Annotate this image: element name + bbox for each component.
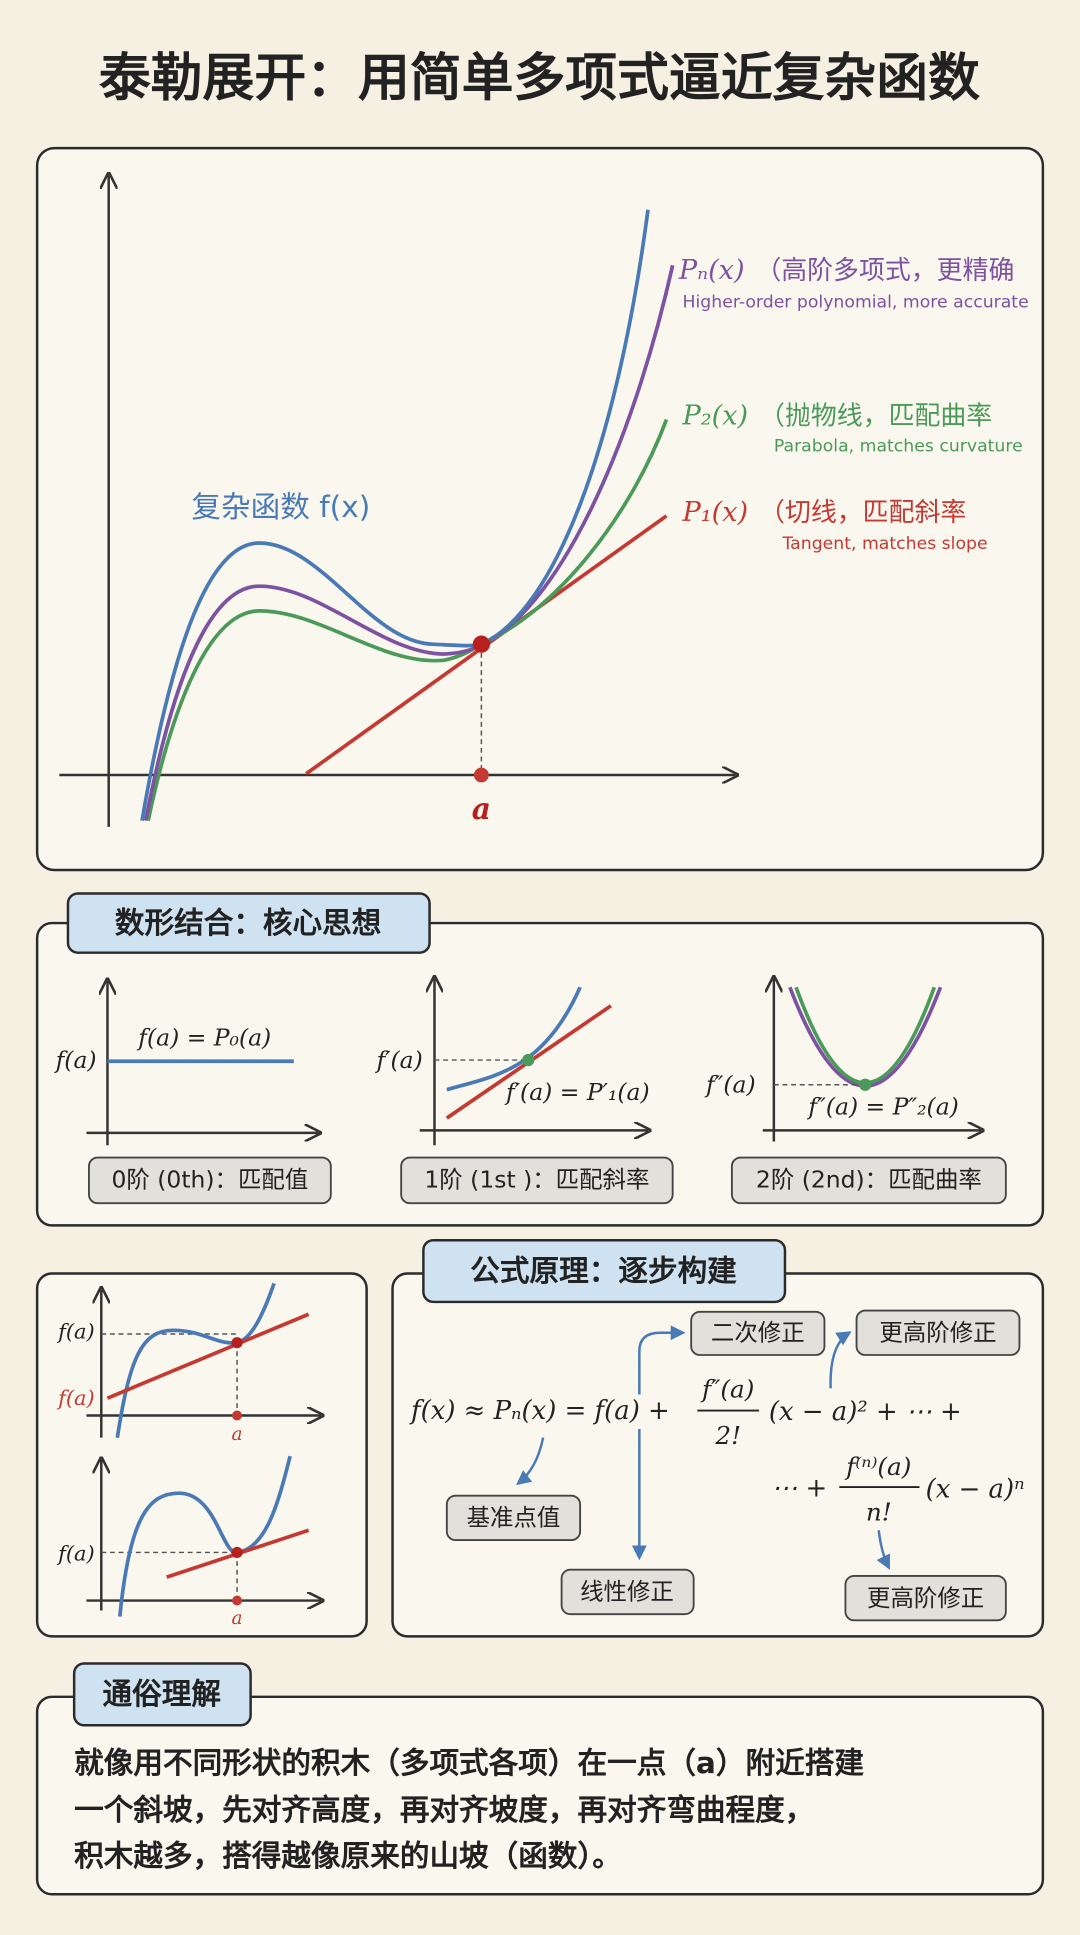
section-title: 通俗理解 (103, 1677, 221, 1711)
y-label: f(a) (56, 1541, 95, 1565)
y-label: f′(a) (374, 1046, 422, 1074)
examples-panel (35, 1272, 368, 1638)
point-label: a (472, 791, 491, 826)
function-curve (117, 1455, 292, 1617)
formula-text: f⁽ⁿ⁾(a) (844, 1452, 911, 1481)
formula-text: ⋯ + (771, 1474, 827, 1504)
section-title: 公式原理：逐步构建 (470, 1254, 737, 1288)
formula-text: (x − a)² + ⋯ + (769, 1397, 962, 1427)
curve-label-en: Tangent, matches slope (781, 534, 987, 554)
point (232, 1595, 242, 1606)
annotation: 更高阶修正 (867, 1584, 984, 1612)
annotation: 基准点值 (467, 1504, 561, 1532)
equation: f′(a) = P′₁(a) (504, 1078, 650, 1106)
title: 泰勒展开：用简单多项式逼近复杂函数 (99, 48, 980, 108)
formula-text: n! (866, 1498, 892, 1527)
point (522, 1053, 535, 1067)
point (231, 1546, 243, 1558)
annotation-box (690, 1310, 826, 1356)
plain-panel (35, 1695, 1045, 1896)
curve-label-en: Parabola, matches curvature (774, 437, 1023, 457)
body-line: 一个斜坡，先对齐高度，再对齐坡度，再对齐弯曲程度， (74, 1793, 814, 1827)
y-label: f(a) (54, 1046, 97, 1074)
x-label: a (232, 1424, 243, 1445)
formula-text: f″(a) (700, 1374, 754, 1403)
curve-name: P₂(x) (682, 401, 749, 432)
y-label: f(a) (56, 1386, 95, 1410)
tangent-line (106, 1312, 310, 1400)
body-line: 积木越多，搭得越像原来的山坡（函数）。 (74, 1839, 622, 1873)
annotation: 线性修正 (580, 1578, 674, 1606)
section-tab (72, 1662, 252, 1727)
function-curve (140, 209, 650, 821)
curve-label: （切线，匹配斜率 (759, 498, 966, 528)
annotation-box (855, 1309, 1021, 1356)
higher-order-curve (143, 264, 675, 821)
curve-label: （高阶多项式，更精确 (755, 256, 1014, 286)
section-title: 数形结合：核心思想 (115, 906, 382, 940)
body-line: 就像用不同形状的积木（多项式各项）在一点（a）附近搭建 (74, 1746, 864, 1780)
point (859, 1078, 872, 1091)
annotation: 更高阶修正 (879, 1319, 996, 1347)
parabola-curve (146, 418, 669, 822)
arrow (516, 1437, 545, 1486)
point (232, 1410, 242, 1421)
arrow (876, 1530, 890, 1570)
caption: 0阶 (0th)：匹配值 (111, 1165, 308, 1193)
caption-box (730, 1156, 1007, 1205)
formula-text: 2! (714, 1421, 741, 1450)
point (231, 1337, 243, 1349)
caption: 2阶 (2nd)：匹配曲率 (756, 1165, 982, 1193)
point (472, 635, 491, 653)
y-label: f(a) (56, 1319, 95, 1343)
curve-name: P₁(x) (682, 497, 749, 528)
curve-label-en: Higher-order polynomial, more accurate (683, 292, 1029, 312)
annotation: 二次修正 (711, 1319, 805, 1347)
function-label: 复杂函数 f(x) (191, 490, 370, 524)
curve-name: Pₙ(x) (678, 255, 745, 286)
arrow (829, 1331, 852, 1389)
formula-text: f(x) ≈ Pₙ(x) = f(a) + (409, 1396, 670, 1426)
curve-label: （抛物线，匹配曲率 (759, 402, 992, 432)
section-tab (422, 1238, 787, 1304)
annotation-box (560, 1568, 695, 1616)
annotation-box (445, 1494, 582, 1542)
y-label: f″(a) (704, 1070, 756, 1098)
main-panel (35, 146, 1045, 872)
annotation-box (844, 1574, 1007, 1622)
point (473, 767, 489, 783)
function-curve (115, 1282, 276, 1438)
formula-text: (x − a)ⁿ (926, 1475, 1025, 1505)
caption-box (88, 1156, 332, 1205)
arrow (638, 1325, 686, 1395)
function-curve (446, 986, 582, 1092)
equation: f″(a) = P″₂(a) (806, 1093, 958, 1121)
caption-box (400, 1156, 674, 1205)
caption: 1阶 (1st )：匹配斜率 (424, 1165, 649, 1193)
core-panel (35, 921, 1045, 1227)
equation: f(a) = P₀(a) (136, 1024, 271, 1052)
x-label: a (232, 1608, 243, 1629)
section-tab (66, 892, 431, 954)
